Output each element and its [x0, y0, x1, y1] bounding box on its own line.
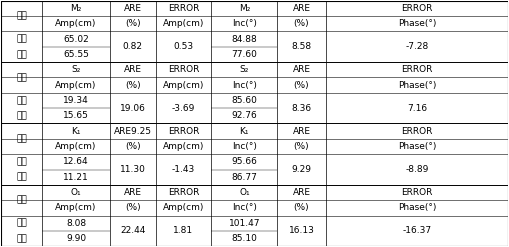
Text: ARE: ARE — [293, 127, 310, 136]
Text: Inc(°): Inc(°) — [232, 19, 257, 28]
Text: ERROR: ERROR — [168, 4, 199, 13]
Text: 8.36: 8.36 — [291, 104, 312, 113]
Text: 1.81: 1.81 — [174, 226, 193, 235]
Text: 9.90: 9.90 — [66, 234, 86, 243]
Text: 7.16: 7.16 — [407, 104, 427, 113]
Text: Amp(cm): Amp(cm) — [55, 81, 97, 90]
Text: -7.28: -7.28 — [405, 42, 429, 51]
Text: ERROR: ERROR — [401, 65, 433, 74]
Text: (%): (%) — [294, 19, 309, 28]
Text: 95.66: 95.66 — [232, 157, 257, 166]
Text: 9.29: 9.29 — [292, 165, 312, 174]
Text: O₁: O₁ — [239, 188, 249, 197]
Text: 86.77: 86.77 — [232, 173, 257, 182]
Text: M₂: M₂ — [239, 4, 250, 13]
Text: 16.13: 16.13 — [289, 226, 315, 235]
Text: Inc(°): Inc(°) — [232, 142, 257, 151]
Text: Amp(cm): Amp(cm) — [163, 81, 204, 90]
Text: Phase(°): Phase(°) — [398, 81, 436, 90]
Text: 구분: 구분 — [16, 73, 27, 82]
Text: 구분: 구분 — [16, 134, 27, 143]
Text: 85.10: 85.10 — [232, 234, 257, 243]
Text: 65.02: 65.02 — [63, 35, 89, 43]
Text: 19.34: 19.34 — [63, 96, 89, 105]
Text: ARE: ARE — [293, 65, 310, 74]
Text: M₂: M₂ — [70, 4, 82, 13]
Text: ERROR: ERROR — [401, 188, 433, 197]
Text: 모델: 모델 — [16, 111, 27, 120]
Text: 22.44: 22.44 — [120, 226, 146, 235]
Text: 관측: 관측 — [16, 219, 27, 228]
Text: 모델: 모델 — [16, 50, 27, 59]
Text: 모델: 모델 — [16, 173, 27, 182]
Text: (%): (%) — [294, 81, 309, 90]
Text: 92.76: 92.76 — [232, 111, 257, 120]
Text: S₂: S₂ — [240, 65, 249, 74]
Text: -3.69: -3.69 — [172, 104, 195, 113]
Text: Phase(°): Phase(°) — [398, 204, 436, 212]
Text: ERROR: ERROR — [401, 127, 433, 136]
Text: Phase(°): Phase(°) — [398, 142, 436, 151]
Text: 77.60: 77.60 — [232, 50, 257, 59]
Text: Amp(cm): Amp(cm) — [163, 204, 204, 212]
Text: ERROR: ERROR — [168, 127, 199, 136]
Text: Amp(cm): Amp(cm) — [55, 204, 97, 212]
Text: 관측: 관측 — [16, 35, 27, 43]
Text: -1.43: -1.43 — [172, 165, 195, 174]
Text: (%): (%) — [125, 204, 140, 212]
Text: 101.47: 101.47 — [229, 219, 260, 228]
Text: Inc(°): Inc(°) — [232, 81, 257, 90]
Text: 84.88: 84.88 — [232, 35, 257, 43]
Text: 8.08: 8.08 — [66, 219, 86, 228]
Text: Amp(cm): Amp(cm) — [55, 142, 97, 151]
Text: (%): (%) — [125, 142, 140, 151]
Text: 12.64: 12.64 — [63, 157, 89, 166]
Text: 0.53: 0.53 — [174, 42, 193, 51]
Text: 관측: 관측 — [16, 157, 27, 166]
Text: 19.06: 19.06 — [120, 104, 146, 113]
Text: (%): (%) — [294, 204, 309, 212]
Text: 11.21: 11.21 — [63, 173, 89, 182]
Text: O₁: O₁ — [71, 188, 81, 197]
Text: ERROR: ERROR — [401, 4, 433, 13]
Text: K₁: K₁ — [71, 127, 81, 136]
Text: (%): (%) — [125, 81, 140, 90]
Text: ARE: ARE — [124, 188, 142, 197]
Text: 구분: 구분 — [16, 196, 27, 205]
Text: Phase(°): Phase(°) — [398, 19, 436, 28]
Text: 85.60: 85.60 — [232, 96, 257, 105]
Text: S₂: S₂ — [71, 65, 81, 74]
Text: ERROR: ERROR — [168, 188, 199, 197]
Text: Amp(cm): Amp(cm) — [163, 142, 204, 151]
Text: 구분: 구분 — [16, 12, 27, 21]
Text: (%): (%) — [125, 19, 140, 28]
Text: 11.30: 11.30 — [120, 165, 146, 174]
Text: 관측: 관측 — [16, 96, 27, 105]
Text: ARE: ARE — [293, 188, 310, 197]
Text: 15.65: 15.65 — [63, 111, 89, 120]
Text: -16.37: -16.37 — [403, 226, 432, 235]
Text: K₁: K₁ — [240, 127, 249, 136]
Text: -8.89: -8.89 — [405, 165, 429, 174]
Text: 모델: 모델 — [16, 234, 27, 243]
Text: ARE: ARE — [124, 4, 142, 13]
Text: Amp(cm): Amp(cm) — [163, 19, 204, 28]
Text: 65.55: 65.55 — [63, 50, 89, 59]
Text: (%): (%) — [294, 142, 309, 151]
Text: ARE: ARE — [293, 4, 310, 13]
Text: ERROR: ERROR — [168, 65, 199, 74]
Text: 0.82: 0.82 — [123, 42, 143, 51]
Text: Inc(°): Inc(°) — [232, 204, 257, 212]
Text: 8.58: 8.58 — [291, 42, 312, 51]
Text: ARE9.25: ARE9.25 — [114, 127, 152, 136]
Text: ARE: ARE — [124, 65, 142, 74]
Text: Amp(cm): Amp(cm) — [55, 19, 97, 28]
